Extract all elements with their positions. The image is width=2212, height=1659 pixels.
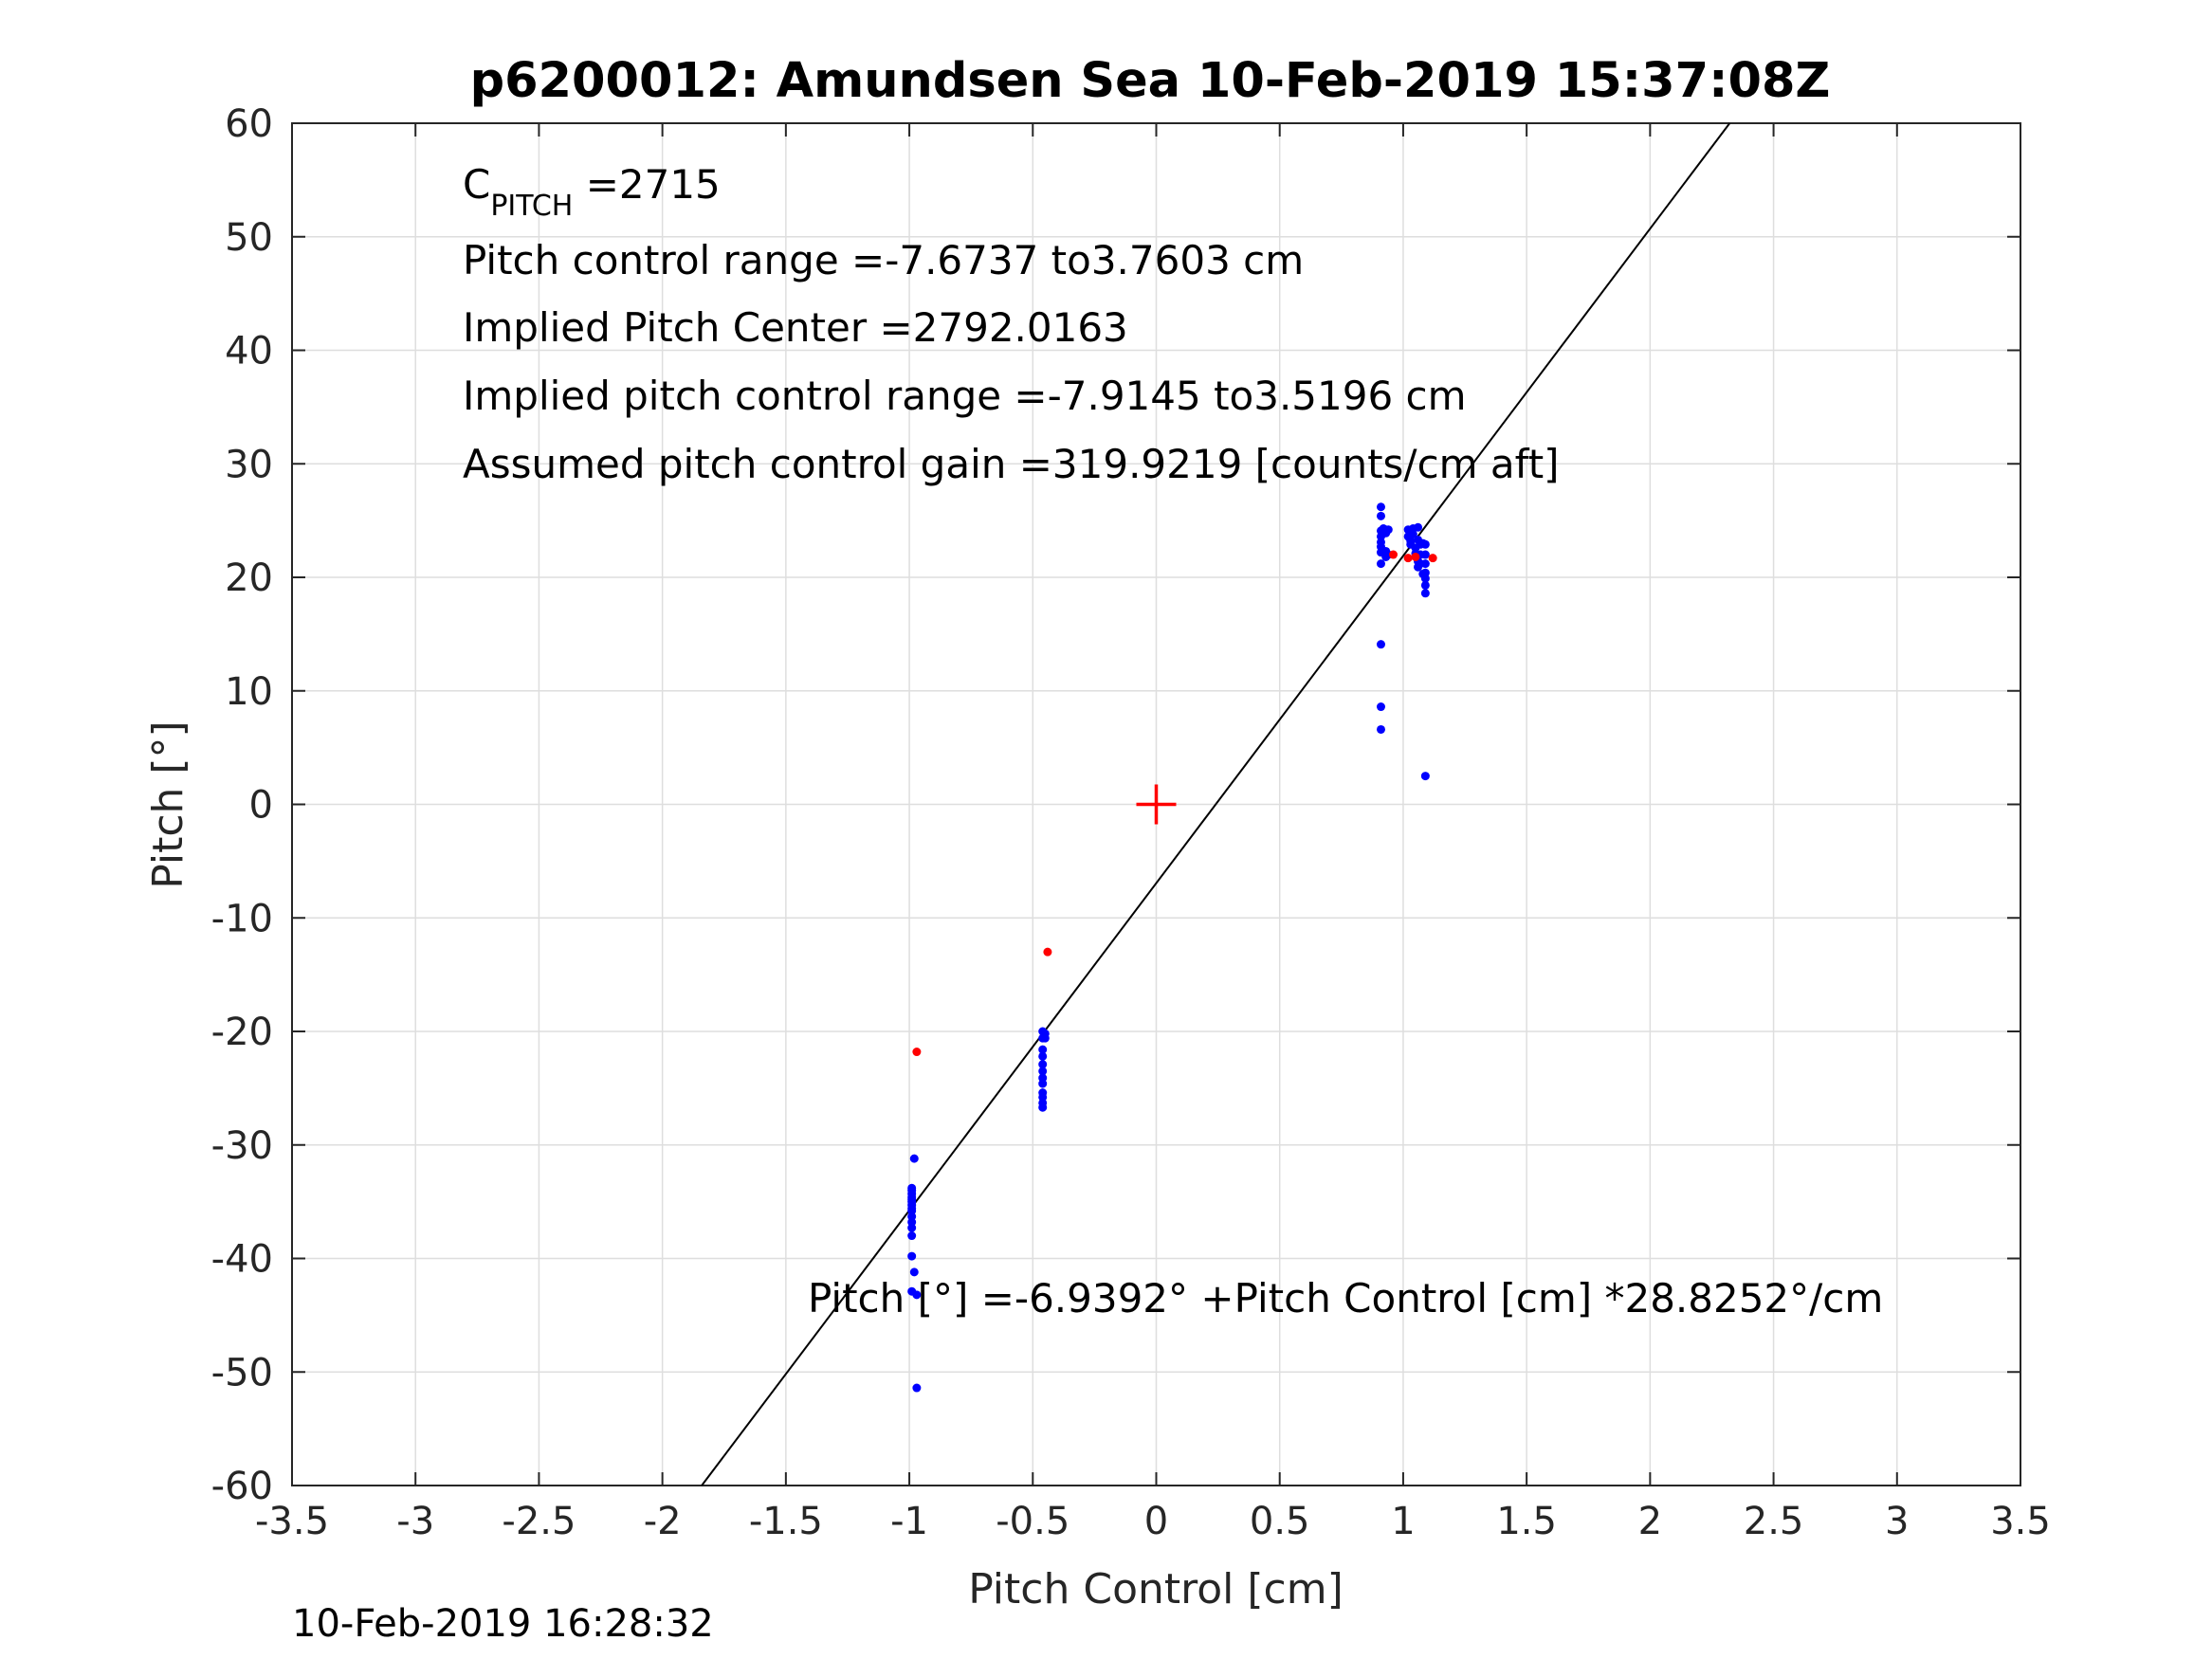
x-tick-labels: -3.5 -3 -2.5 -2 -1.5 -1 -0.5 0 0.5 1 1.5 2 2.5 3 3.5 <box>255 1500 2051 1543</box>
data-point-series-0 <box>907 1251 917 1261</box>
y-tick-label: 30 <box>225 443 273 486</box>
data-point-series-0 <box>1376 724 1385 734</box>
data-point-series-1 <box>1389 550 1398 559</box>
x-tick-label: -1.5 <box>749 1500 823 1543</box>
x-tick-label: 3 <box>1885 1500 1909 1543</box>
annotation-control-gain: Assumed pitch control gain =319.9219 [co… <box>463 441 1560 487</box>
annotation-c-pitch: CPITCH =2715 <box>463 161 721 223</box>
x-tick-label: 1.5 <box>1496 1500 1557 1543</box>
data-point-series-0 <box>907 1186 917 1195</box>
data-point-series-0 <box>1038 1079 1048 1088</box>
data-point-series-0 <box>907 1197 917 1207</box>
fit-line <box>701 122 1731 1486</box>
annotation-pitch-control-range: Pitch control range =-7.6737 to3.7603 cm <box>463 237 1304 283</box>
data-point-series-0 <box>1038 1051 1048 1061</box>
data-point-series-0 <box>1420 550 1430 559</box>
data-point-series-1 <box>1403 554 1413 563</box>
data-point-series-0 <box>1420 589 1430 598</box>
data-point-series-0 <box>1420 559 1430 569</box>
x-tick-label: 0.5 <box>1250 1500 1310 1543</box>
data-point-series-1 <box>1411 552 1420 561</box>
x-tick-label: -3 <box>396 1500 434 1543</box>
center-marker-group <box>1136 784 1177 825</box>
data-point-series-0 <box>1038 1060 1048 1069</box>
data-point-series-0 <box>1376 702 1385 712</box>
data-point-series-0 <box>1376 559 1385 569</box>
y-tick-labels: 60 50 40 30 20 10 0 -10 -20 -30 -40 -50 -60 <box>211 102 273 1508</box>
y-tick-label: 10 <box>225 670 273 714</box>
x-tick-label: 2 <box>1638 1500 1662 1543</box>
data-point-series-0 <box>1038 1045 1048 1054</box>
chart-title: p6200012: Amundsen Sea 10-Feb-2019 15:37… <box>470 53 1831 109</box>
x-tick-label: -2 <box>644 1500 682 1543</box>
data-point-series-1 <box>912 1048 922 1057</box>
data-point-series-0 <box>1383 525 1393 535</box>
data-point-series-0 <box>1376 640 1385 649</box>
data-point-series-0 <box>912 1290 922 1300</box>
y-tick-label: -40 <box>211 1238 273 1282</box>
x-tick-label: 2.5 <box>1744 1500 1804 1543</box>
footer-timestamp: 10-Feb-2019 16:28:32 <box>292 1602 714 1646</box>
annotation-fit-equation: Pitch [°] =-6.9392° +Pitch Control [cm] … <box>808 1275 1883 1322</box>
y-tick-label: -30 <box>211 1124 273 1168</box>
data-point-series-0 <box>1420 580 1430 590</box>
data-point-series-0 <box>1414 522 1423 532</box>
y-tick-label: -60 <box>211 1465 273 1508</box>
data-point-series-0 <box>907 1223 917 1232</box>
data-point-series-0 <box>909 1154 919 1163</box>
x-tick-label: 0 <box>1144 1500 1168 1543</box>
data-point-series-0 <box>1038 1066 1048 1076</box>
fit-line-group <box>701 122 1731 1486</box>
data-point-series-0 <box>909 1267 919 1277</box>
data-points <box>907 502 1437 1393</box>
y-tick-label: 50 <box>225 216 273 260</box>
data-point-series-0 <box>907 1231 917 1241</box>
x-axis-label: Pitch Control [cm] <box>968 1565 1344 1613</box>
c-pitch-subscript: PITCH <box>490 190 573 223</box>
x-tick-label: -0.5 <box>996 1500 1069 1543</box>
x-tick-label: 3.5 <box>1990 1500 2051 1543</box>
data-point-series-0 <box>1420 539 1430 549</box>
data-point-series-0 <box>1376 502 1385 512</box>
data-point-series-0 <box>1038 1103 1048 1112</box>
y-tick-label: -20 <box>211 1011 273 1054</box>
y-tick-label: 0 <box>249 784 273 828</box>
x-tick-label: -2.5 <box>502 1500 576 1543</box>
c-pitch-value: =2715 <box>573 161 720 208</box>
axis-ticks <box>291 122 2021 1486</box>
data-point-series-0 <box>907 1204 917 1213</box>
y-tick-label: 20 <box>225 556 273 600</box>
x-tick-label: 1 <box>1391 1500 1415 1543</box>
y-tick-label: -10 <box>211 897 273 940</box>
y-tick-label: 60 <box>225 102 273 146</box>
data-point-series-0 <box>1376 511 1385 520</box>
data-point-series-0 <box>1420 772 1430 781</box>
annotation-implied-pitch-center: Implied Pitch Center =2792.0163 <box>463 304 1128 351</box>
data-point-series-0 <box>1408 529 1417 538</box>
data-point-series-0 <box>1420 574 1430 583</box>
y-tick-label: 40 <box>225 330 273 374</box>
y-tick-label: -50 <box>211 1351 273 1395</box>
x-tick-label: -3.5 <box>255 1500 329 1543</box>
data-point-series-1 <box>1428 554 1437 563</box>
data-point-series-0 <box>1040 1029 1050 1038</box>
y-axis-label: Pitch [°] <box>144 720 192 888</box>
data-point-series-1 <box>1043 947 1052 957</box>
x-tick-label: -1 <box>890 1500 928 1543</box>
annotation-implied-range: Implied pitch control range =-7.9145 to3… <box>463 373 1467 419</box>
c-pitch-symbol: C <box>463 161 490 208</box>
data-point-series-0 <box>912 1383 922 1393</box>
